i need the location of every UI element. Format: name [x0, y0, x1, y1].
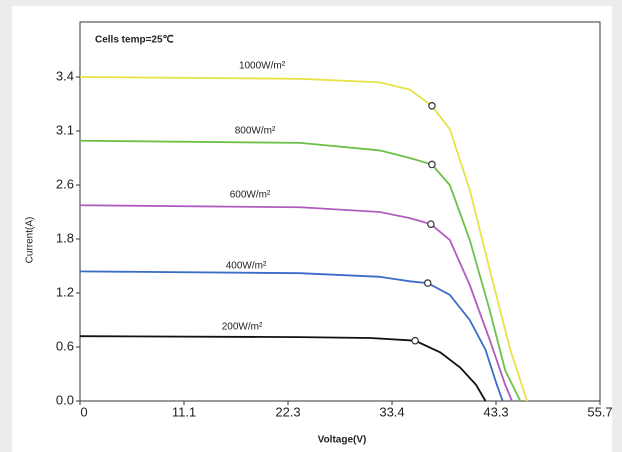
y-tick-label: 0.6	[56, 338, 74, 353]
curve	[79, 76, 528, 402]
mpp-marker	[423, 279, 432, 287]
mpp-marker	[428, 102, 436, 110]
y-tick-label: 3.1	[56, 122, 74, 137]
mpp-marker	[411, 336, 419, 345]
x-tick-label: 33.4	[379, 404, 404, 419]
x-tick-label: 43.3	[483, 404, 508, 419]
curve	[79, 270, 504, 402]
x-tick-label: 11.1	[172, 404, 196, 419]
x-tick-label: 0	[80, 404, 87, 419]
annotation: Cells temp=25℃	[95, 35, 174, 46]
y-tick-label: 2.6	[56, 176, 74, 191]
curve-label: 400W/m²	[226, 261, 267, 272]
y-tick-label: 1.8	[56, 230, 74, 245]
curve-label: 600W/m²	[230, 190, 271, 201]
curve-label: 800W/m²	[235, 126, 276, 137]
mpp-marker	[428, 160, 436, 169]
y-tick-label: 3.4	[56, 68, 74, 83]
curve	[79, 139, 522, 402]
x-tick-label: 55.7	[587, 404, 612, 419]
x-axis-label: Voltage(V)	[318, 435, 367, 446]
plot-frame	[79, 21, 601, 402]
curve	[79, 335, 487, 402]
curve-label: 1000W/m²	[239, 61, 286, 72]
y-tick-label: 0.0	[56, 392, 74, 407]
y-axis-label: Current(A)	[25, 217, 36, 264]
x-tick-label: 22.3	[275, 404, 300, 419]
curve	[79, 204, 513, 402]
curve-label: 200W/m²	[222, 322, 263, 333]
mpp-marker	[427, 220, 435, 228]
y-tick-label: 1.2	[56, 284, 74, 299]
panel	[12, 6, 612, 452]
